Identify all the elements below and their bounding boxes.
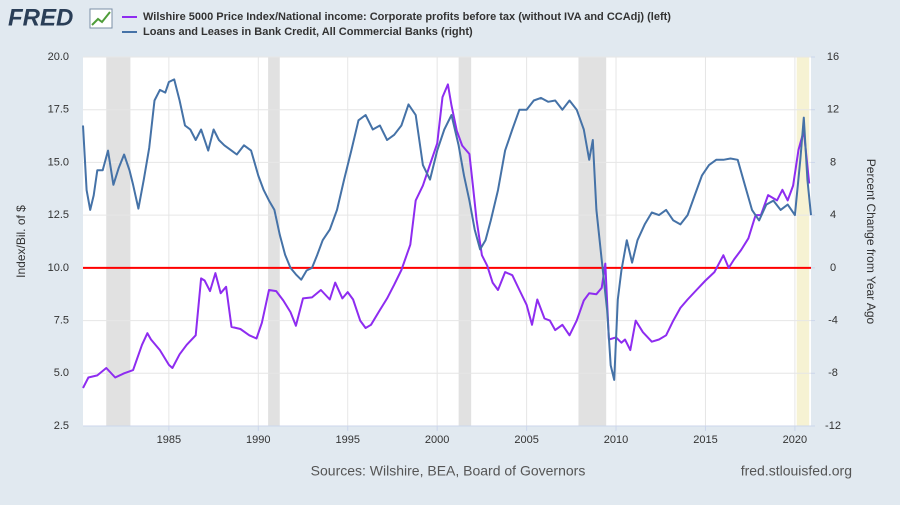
x-tick-label: 1985: [157, 434, 181, 446]
series-line: [82, 83, 811, 389]
y-tick-label: 10.0: [48, 262, 69, 274]
y2-tick-label: 16: [827, 51, 839, 63]
recession-band: [106, 57, 131, 426]
y-tick-label: 7.5: [54, 314, 69, 326]
y2-tick-label: 0: [830, 262, 836, 274]
y-tick-label: 5.0: [54, 367, 69, 379]
recession-band: [458, 57, 472, 426]
logo-icon: [89, 8, 113, 29]
logo[interactable]: FRED: [8, 4, 73, 31]
y2-tick-label: 12: [827, 104, 839, 116]
y-tick-label: 15.0: [48, 156, 69, 168]
y2-tick-label: 4: [830, 209, 836, 221]
site-link[interactable]: fred.stlouisfed.org: [741, 463, 852, 479]
y-tick-label: 2.5: [54, 420, 69, 432]
series-line: [82, 78, 812, 381]
legend-label: Loans and Leases in Bank Credit, All Com…: [143, 26, 473, 38]
y-tick-label: 20.0: [48, 51, 69, 63]
y-tick-label: 17.5: [48, 104, 69, 116]
recession-band: [578, 57, 607, 426]
y2-tick-label: -8: [828, 367, 838, 379]
x-tick-label: 2015: [693, 434, 717, 446]
plot-area: [83, 57, 811, 426]
y2-tick-label: -12: [825, 420, 841, 432]
y-axis-label: Index/Bil. of $: [14, 205, 28, 278]
recession-band: [796, 57, 810, 426]
x-tick-label: 2000: [425, 434, 449, 446]
x-tick-label: 1995: [335, 434, 359, 446]
legend-label: Wilshire 5000 Price Index/National incom…: [143, 11, 671, 23]
sources: Sources: Wilshire, BEA, Board of Governo…: [311, 463, 586, 479]
x-tick-label: 2005: [514, 434, 538, 446]
y2-tick-label: 8: [830, 156, 836, 168]
y2-tick-label: -4: [828, 314, 838, 326]
recession-band: [268, 57, 280, 426]
x-tick-label: 2020: [783, 434, 807, 446]
x-tick-label: 2010: [604, 434, 628, 446]
y-tick-label: 12.5: [48, 209, 69, 221]
x-tick-label: 1990: [246, 434, 270, 446]
y2-axis-label: Percent Change from Year Ago: [864, 159, 878, 325]
